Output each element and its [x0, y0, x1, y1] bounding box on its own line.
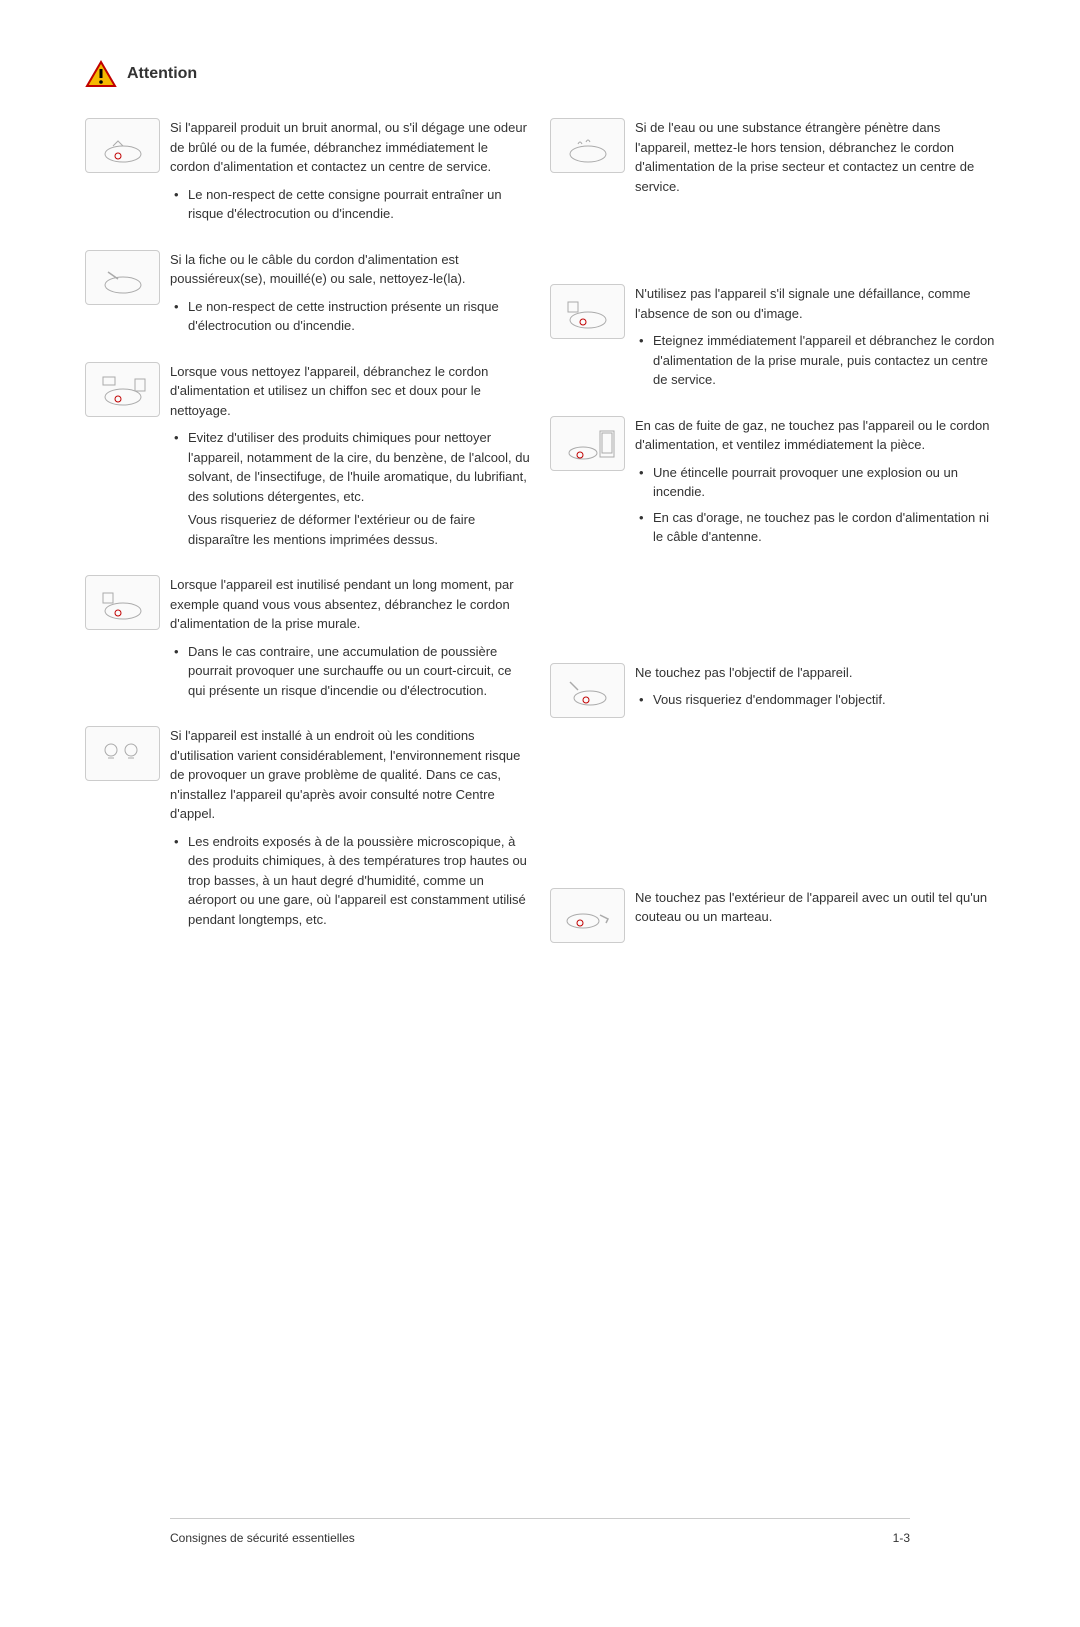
item-text: Si la fiche ou le câble du cordon d'alim… [170, 250, 530, 342]
content-grid: Si l'appareil produit un bruit anormal, … [85, 118, 995, 963]
bullet-subtext: Vous risqueriez de déformer l'extérieur … [188, 510, 530, 549]
item-para: Lorsque vous nettoyez l'appareil, débran… [170, 362, 530, 421]
item-para: Si la fiche ou le câble du cordon d'alim… [170, 250, 530, 289]
item-para: En cas de fuite de gaz, ne touchez pas l… [635, 416, 995, 455]
illustration-icon [85, 250, 160, 305]
spacer [550, 573, 995, 603]
item-text: Lorsque l'appareil est inutilisé pendant… [170, 575, 530, 706]
spacer [550, 858, 995, 888]
item-text: Si de l'eau ou une substance étrangère p… [635, 118, 995, 204]
spacer [550, 633, 995, 663]
page-footer: Consignes de sécurité essentielles 1-3 [170, 1518, 910, 1547]
bullet-item: Le non-respect de cette instruction prés… [170, 297, 530, 336]
item-bullets: Vous risqueriez d'endommager l'objectif. [635, 690, 995, 710]
item-text: N'utilisez pas l'appareil s'il signale u… [635, 284, 995, 396]
illustration-icon [85, 726, 160, 781]
item-text: Si l'appareil est installé à un endroit … [170, 726, 530, 935]
item-bullets: Les endroits exposés à de la poussière m… [170, 832, 530, 930]
item-bullets: Le non-respect de cette consigne pourrai… [170, 185, 530, 224]
warning-item: N'utilisez pas l'appareil s'il signale u… [550, 284, 995, 396]
illustration-icon [550, 284, 625, 339]
warning-triangle-icon [85, 60, 117, 88]
warning-item: Lorsque vous nettoyez l'appareil, débran… [85, 362, 530, 556]
item-bullets: Evitez d'utiliser des produits chimiques… [170, 428, 530, 549]
bullet-item: Vous risqueriez d'endommager l'objectif. [635, 690, 995, 710]
bullet-item: En cas d'orage, ne touchez pas le cordon… [635, 508, 995, 547]
item-para: Si l'appareil produit un bruit anormal, … [170, 118, 530, 177]
warning-item: Si la fiche ou le câble du cordon d'alim… [85, 250, 530, 342]
warning-item: Lorsque l'appareil est inutilisé pendant… [85, 575, 530, 706]
bullet-item: Evitez d'utiliser des produits chimiques… [170, 428, 530, 549]
illustration-icon [550, 888, 625, 943]
illustration-icon [85, 575, 160, 630]
warning-item: Si de l'eau ou une substance étrangère p… [550, 118, 995, 204]
bullet-text: Evitez d'utiliser des produits chimiques… [188, 430, 530, 504]
item-bullets: Le non-respect de cette instruction prés… [170, 297, 530, 336]
illustration-icon [550, 663, 625, 718]
spacer [550, 828, 995, 858]
item-para: Ne touchez pas l'extérieur de l'appareil… [635, 888, 995, 927]
item-bullets: Dans le cas contraire, une accumulation … [170, 642, 530, 701]
right-column: Si de l'eau ou une substance étrangère p… [550, 118, 995, 963]
bullet-item: Une étincelle pourrait provoquer une exp… [635, 463, 995, 502]
illustration-icon [85, 118, 160, 173]
item-para: Si de l'eau ou une substance étrangère p… [635, 118, 995, 196]
bullet-item: Le non-respect de cette consigne pourrai… [170, 185, 530, 224]
item-text: Si l'appareil produit un bruit anormal, … [170, 118, 530, 230]
item-para: N'utilisez pas l'appareil s'il signale u… [635, 284, 995, 323]
item-text: En cas de fuite de gaz, ne touchez pas l… [635, 416, 995, 553]
header-title: Attention [127, 62, 197, 86]
spacer [550, 603, 995, 633]
bullet-item: Dans le cas contraire, une accumulation … [170, 642, 530, 701]
footer-left: Consignes de sécurité essentielles [170, 1529, 355, 1547]
left-column: Si l'appareil produit un bruit anormal, … [85, 118, 530, 963]
illustration-icon [85, 362, 160, 417]
illustration-icon [550, 118, 625, 173]
warning-item: Ne touchez pas l'objectif de l'appareil.… [550, 663, 995, 718]
item-para: Si l'appareil est installé à un endroit … [170, 726, 530, 824]
warning-item: Si l'appareil produit un bruit anormal, … [85, 118, 530, 230]
warning-item: Si l'appareil est installé à un endroit … [85, 726, 530, 935]
item-text: Ne touchez pas l'objectif de l'appareil.… [635, 663, 995, 718]
attention-header: Attention [85, 60, 995, 88]
item-text: Lorsque vous nettoyez l'appareil, débran… [170, 362, 530, 556]
bullet-item: Eteignez immédiatement l'appareil et déb… [635, 331, 995, 390]
spacer [550, 738, 995, 768]
item-bullets: Une étincelle pourrait provoquer une exp… [635, 463, 995, 547]
spacer [550, 768, 995, 798]
warning-item: En cas de fuite de gaz, ne touchez pas l… [550, 416, 995, 553]
spacer [550, 798, 995, 828]
illustration-icon [550, 416, 625, 471]
warning-item: Ne touchez pas l'extérieur de l'appareil… [550, 888, 995, 943]
item-text: Ne touchez pas l'extérieur de l'appareil… [635, 888, 995, 943]
item-bullets: Eteignez immédiatement l'appareil et déb… [635, 331, 995, 390]
bullet-item: Les endroits exposés à de la poussière m… [170, 832, 530, 930]
item-para: Lorsque l'appareil est inutilisé pendant… [170, 575, 530, 634]
item-para: Ne touchez pas l'objectif de l'appareil. [635, 663, 995, 683]
spacer [550, 224, 995, 254]
footer-right: 1-3 [893, 1529, 910, 1547]
spacer [550, 254, 995, 284]
